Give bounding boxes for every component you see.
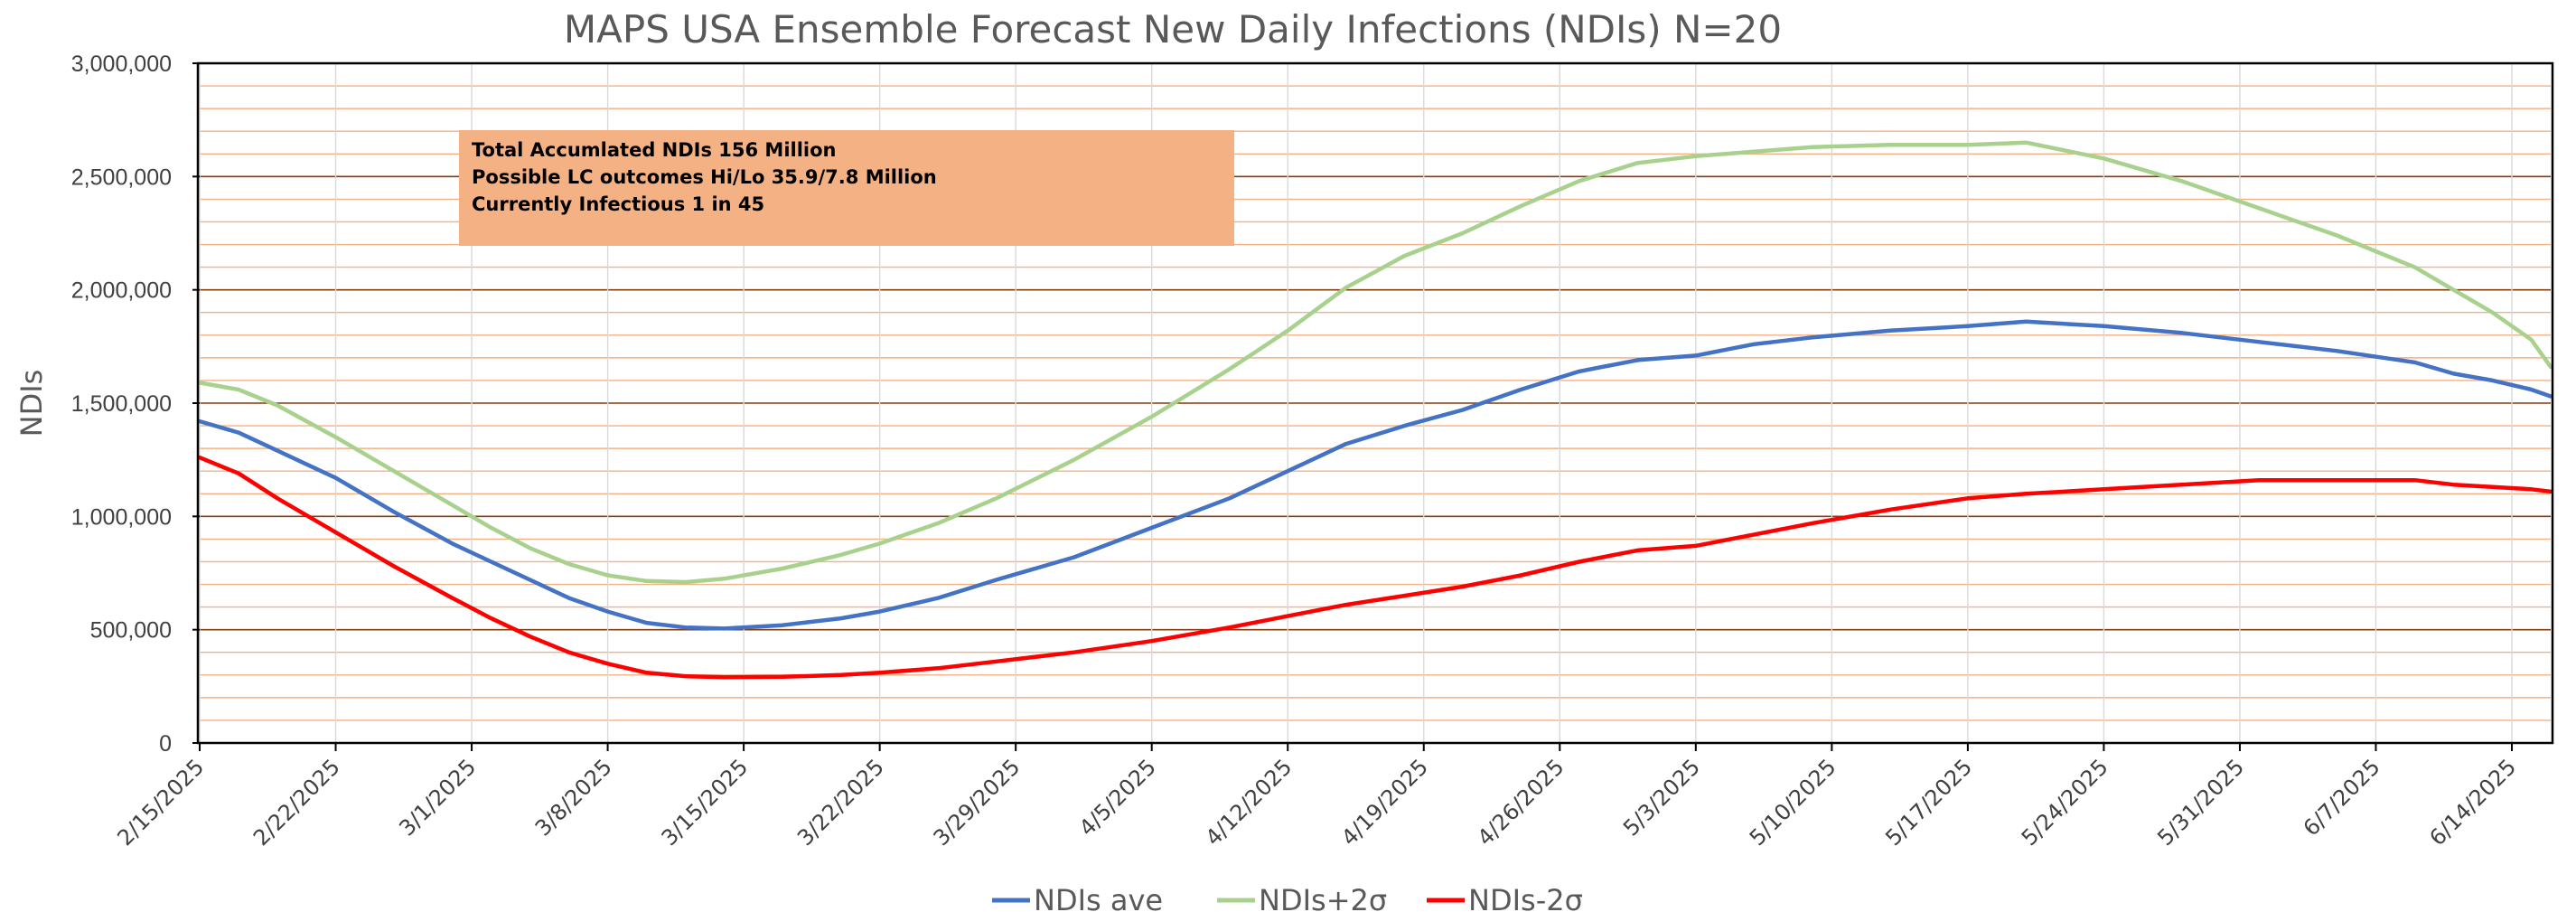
x-tick-label: 4/12/2025: [1201, 754, 1297, 851]
x-tick-label: 5/24/2025: [2017, 754, 2113, 851]
x-tick-label: 3/22/2025: [792, 754, 889, 851]
x-tick-label: 5/10/2025: [1745, 754, 1841, 851]
series-line-1: [197, 319, 2553, 631]
x-tick-label: 5/31/2025: [2152, 754, 2249, 851]
x-tick-label: 6/7/2025: [2299, 754, 2385, 841]
x-tick-label: 6/14/2025: [2424, 754, 2521, 851]
annotation-line-2: Possible LC outcomes Hi/Lo 35.9/7.8 Mill…: [472, 166, 937, 188]
annotation-line-1: Total Accumlated NDIs 156 Million: [472, 139, 837, 161]
legend: NDIs ave NDIs+2σ NDIs-2σ: [992, 883, 1583, 912]
plot-area-border: [196, 61, 2554, 745]
y-tick-label: 2,000,000: [71, 278, 172, 304]
series-line-2: [197, 140, 2553, 585]
x-tick-label: 4/19/2025: [1336, 754, 1433, 851]
x-tick-label: 4/26/2025: [1473, 754, 1569, 851]
y-tick-label: 2,500,000: [71, 165, 172, 190]
x-tick-label: 3/29/2025: [929, 754, 1026, 851]
series-line-3: [197, 455, 2553, 680]
y-tick-label: 3,000,000: [71, 52, 172, 77]
annotation-box: Total Accumlated NDIs 156 Million Possib…: [459, 130, 1234, 246]
y-axis-label: NDIs: [14, 370, 49, 437]
y-axis-ticks: 0 500,000 1,000,000 1,500,000 2,000,000 2,500…: [71, 52, 200, 757]
y-tick-label: 500,000: [90, 618, 172, 644]
legend-label: NDIs+2σ: [1259, 883, 1387, 912]
x-tick-label: 2/15/2025: [112, 754, 209, 851]
annotation-line-3: Currently Infectious 1 in 45: [472, 193, 764, 215]
y-tick-label: 0: [159, 731, 172, 757]
legend-label: NDIs ave: [1034, 883, 1163, 912]
x-axis-ticks: 2/15/2025 2/22/2025 3/1/2025 3/8/2025 3/15/2…: [112, 743, 2521, 851]
x-tick-label: 3/15/2025: [657, 754, 754, 851]
x-tick-label: 2/22/2025: [248, 754, 345, 851]
legend-label: NDIs-2σ: [1468, 883, 1583, 912]
x-tick-label: 3/1/2025: [394, 754, 481, 841]
series-lines: [197, 140, 2553, 680]
x-tick-label: 5/17/2025: [1880, 754, 1977, 851]
y-tick-label: 1,000,000: [71, 504, 172, 530]
chart-title: MAPS USA Ensemble Forecast New Daily Inf…: [564, 7, 1782, 52]
annotation-background: [459, 130, 1234, 246]
x-tick-label: 3/8/2025: [530, 754, 617, 841]
y-tick-label: 1,500,000: [71, 391, 172, 417]
x-tick-label: 4/5/2025: [1074, 754, 1161, 841]
x-tick-label: 5/3/2025: [1618, 754, 1705, 841]
